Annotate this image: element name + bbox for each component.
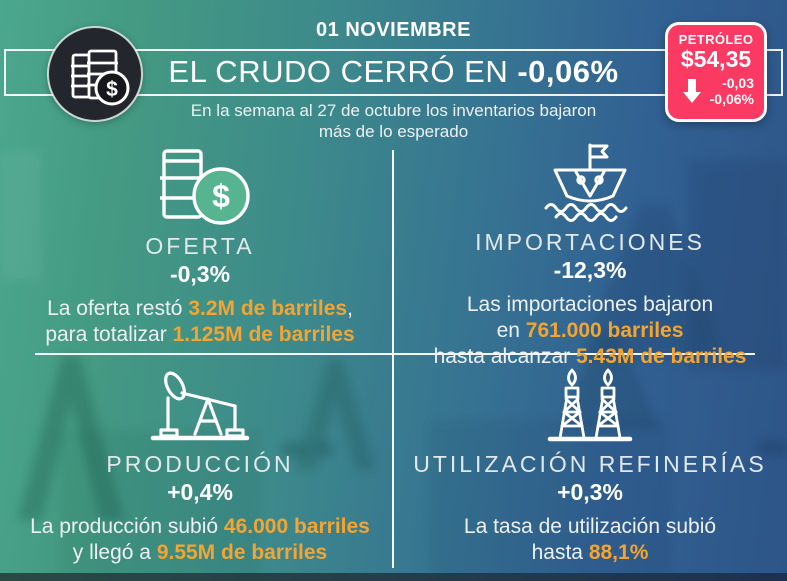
svg-text:$: $ (106, 78, 118, 101)
main-title-text: EL CRUDO CERRÓ EN (168, 54, 518, 89)
main-title-value: -0,06% (517, 54, 619, 89)
badge-change-pct: -0,06% (709, 91, 754, 107)
bottom-edge-strip (0, 573, 787, 581)
title-frame (4, 49, 783, 96)
quadrant-importaciones: IMPORTACIONES -12,3% Las importaciones b… (398, 143, 782, 370)
subtitle-line-1: En la semana al 27 de octubre los invent… (190, 101, 597, 120)
badge-change-abs: -0,03 (722, 75, 754, 91)
produccion-label: PRODUCCIÓN (106, 451, 294, 477)
badge-change-values: -0,03 -0,06% (710, 75, 754, 107)
subtitle: En la semana al 27 de octubre los invent… (0, 100, 787, 142)
oil-barrel-dollar-icon: $ (8, 148, 392, 226)
description-line: y llegó a 9.55M de barriles (72, 541, 328, 564)
badge-change-row: -0,03 -0,06% (668, 72, 764, 107)
quadrant-produccion: PRODUCCIÓN +0,4% La producción subió 46.… (8, 366, 392, 566)
main-title: EL CRUDO CERRÓ EN -0,06% (0, 54, 787, 90)
cargo-ship-icon (398, 143, 782, 222)
badge-commodity-label: PETRÓLEO (678, 32, 754, 47)
description-line: en 761.000 barriles (496, 319, 684, 342)
utilizacion-change: +0,3% (557, 479, 623, 505)
utilizacion-label: UTILIZACIÓN REFINERÍAS (413, 451, 767, 477)
description-line: Las importaciones bajaron (466, 293, 714, 316)
produccion-change: +0,4% (167, 479, 233, 505)
date-heading: 01 NOVIEMBRE (316, 19, 471, 41)
quadrant-utilizacion-refinerias: UTILIZACIÓN REFINERÍAS +0,3% La tasa de … (398, 366, 782, 566)
importaciones-description: Las importaciones bajaron en 761.000 bar… (398, 292, 782, 370)
utilizacion-description: La tasa de utilización subió hasta 88,1% (398, 514, 782, 566)
description-line: para totalizar 1.125M de barriles (45, 323, 355, 346)
importaciones-change: -12,3% (553, 257, 627, 283)
importaciones-label: IMPORTACIONES (475, 229, 705, 255)
svg-text:$: $ (212, 178, 230, 214)
description-line: La producción subió 46.000 barriles (30, 515, 370, 538)
oferta-description: La oferta restó 3.2M de barriles, para t… (8, 296, 392, 348)
horizontal-divider (35, 353, 755, 355)
vertical-divider (392, 150, 394, 568)
subtitle-line-2: más de lo esperado (318, 122, 469, 141)
badge-price-value: $54,35 (680, 46, 752, 72)
description-line: hasta 88,1% (531, 541, 649, 564)
oferta-label: OFERTA (145, 233, 255, 259)
produccion-description: La producción subió 46.000 barriles y ll… (8, 514, 392, 566)
oil-barrels-dollar-icon: $ (45, 24, 145, 124)
refinery-towers-icon (398, 366, 782, 444)
oil-price-badge: PETRÓLEO $54,35 -0,03 -0,06% (665, 22, 767, 122)
oil-pumpjack-icon (8, 366, 392, 444)
quadrant-oferta: $ OFERTA -0,3% La oferta restó 3.2M de b… (8, 148, 392, 348)
oferta-change: -0,3% (169, 261, 231, 287)
description-line: hasta alcanzar 5.43M de barriles (433, 345, 747, 368)
description-line: La tasa de utilización subió (463, 515, 717, 538)
description-line: La oferta restó 3.2M de barriles, (47, 297, 353, 320)
arrow-down-icon (683, 79, 701, 103)
